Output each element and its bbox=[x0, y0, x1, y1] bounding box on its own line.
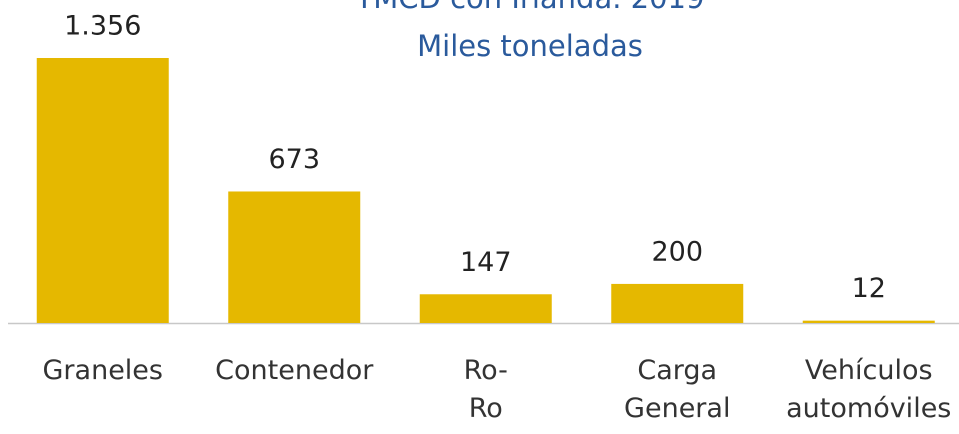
x-tick-label: Graneles bbox=[42, 355, 163, 386]
value-label: 200 bbox=[651, 236, 703, 267]
bar bbox=[802, 320, 935, 323]
x-tick-label: Ro-Ro bbox=[463, 355, 508, 424]
bar bbox=[419, 294, 552, 323]
chart-title: TMCD con Irlanda. 2019 bbox=[355, 0, 705, 15]
value-label: 1.356 bbox=[64, 10, 141, 41]
value-label: 147 bbox=[460, 247, 512, 278]
value-label: 12 bbox=[852, 273, 886, 304]
bar bbox=[228, 191, 361, 323]
value-label: 673 bbox=[268, 144, 320, 175]
x-tick-label: Contenedor bbox=[215, 355, 374, 386]
bar bbox=[36, 57, 169, 324]
bar bbox=[611, 283, 744, 323]
x-tick-label: Carga General bbox=[624, 355, 731, 424]
x-tick-label: Vehículos automóviles bbox=[786, 355, 952, 424]
chart-subtitle: Miles toneladas bbox=[417, 29, 643, 63]
